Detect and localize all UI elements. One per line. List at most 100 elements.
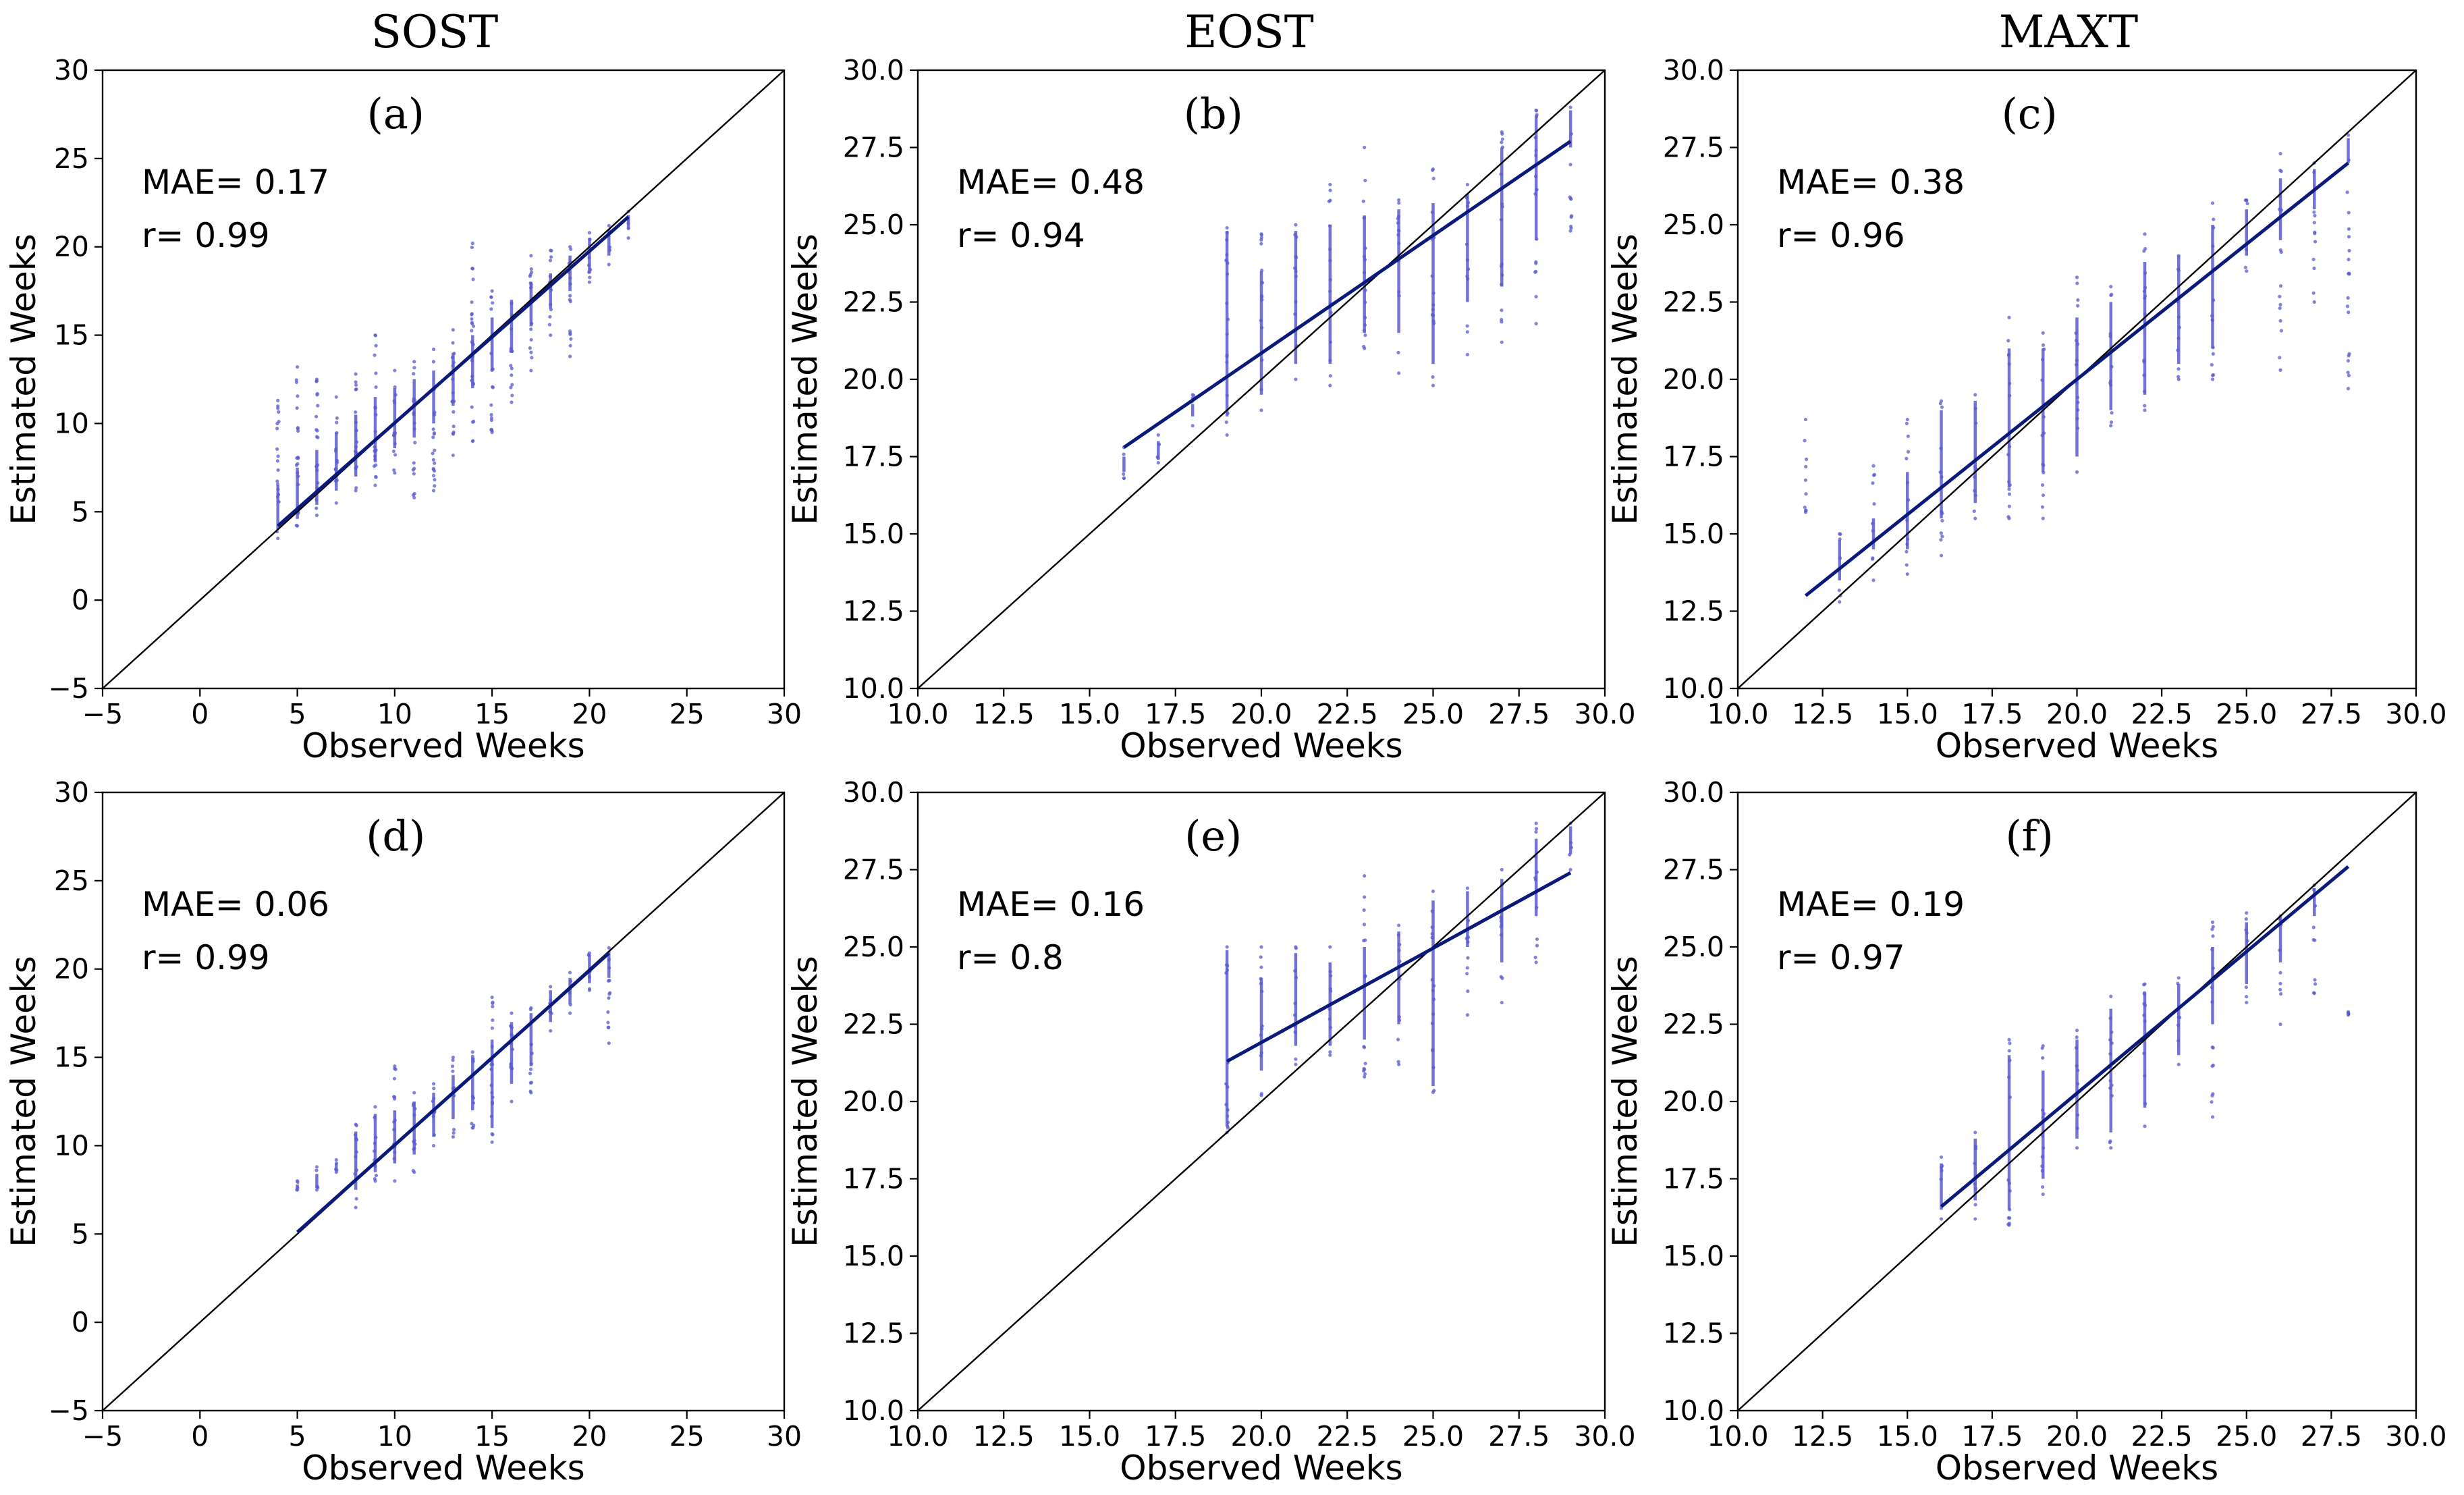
data-point: [1906, 450, 1911, 454]
y-tick-label: 5: [72, 495, 89, 528]
data-point: [470, 241, 474, 246]
data-point: [1363, 1067, 1367, 1072]
y-tick-label: 15.0: [843, 1240, 904, 1272]
data-point: [510, 400, 514, 404]
data-point: [431, 474, 436, 478]
y-tick-label: 27.5: [1663, 854, 1724, 886]
data-point: [2041, 1043, 2045, 1048]
data-point: [470, 1050, 474, 1054]
y-tick-label: 17.5: [843, 1163, 904, 1195]
data-point: [392, 1095, 396, 1099]
data-point: [1500, 340, 1504, 344]
data-point: [276, 536, 280, 541]
data-point: [1225, 945, 1229, 949]
data-point: [1500, 1000, 1504, 1005]
data-point: [276, 398, 280, 403]
data-point: [470, 420, 475, 424]
data-point: [2176, 367, 2181, 371]
data-point: [1838, 600, 1842, 604]
data-point: [314, 1165, 319, 1169]
data-point: [432, 469, 437, 473]
data-point: [393, 471, 397, 475]
data-point: [1569, 224, 1573, 229]
data-point: [1122, 476, 1126, 481]
data-point: [1328, 1050, 1332, 1054]
data-point: [510, 373, 514, 377]
data-point: [334, 1158, 338, 1162]
data-point: [412, 366, 416, 370]
x-axis-ticks: 10.0 12.5 15.0 17.5 20.0 22.5 25.0 27.5 30.0: [887, 1411, 1636, 1452]
data-point: [490, 1026, 495, 1030]
data-point: [1535, 944, 1539, 948]
data-point: [276, 454, 280, 458]
x-tick-label: 10.0: [887, 1420, 948, 1452]
data-point: [1535, 937, 1539, 942]
y-tick-label: 0: [72, 1306, 89, 1338]
x-axis-label: Observed Weeks: [1936, 1448, 2218, 1488]
data-point: [2278, 302, 2282, 307]
data-point: [277, 410, 281, 414]
column-title-eost: EOST: [1184, 6, 1314, 58]
data-point: [569, 337, 573, 341]
data-point: [1465, 1013, 1469, 1017]
data-point: [2176, 375, 2181, 379]
y-tick-label: 30.0: [843, 776, 904, 809]
data-point: [412, 472, 416, 476]
data-point: [431, 458, 435, 462]
data-point: [314, 506, 319, 510]
y-axis-label: Estimated Weeks: [4, 956, 43, 1247]
x-tick-label: 5: [289, 698, 306, 730]
data-point: [2312, 221, 2316, 225]
y-tick-label: 17.5: [1663, 441, 1724, 473]
data-point: [490, 995, 494, 1000]
data-point: [2075, 1146, 2079, 1150]
data-point: [2347, 211, 2351, 215]
scatter-series: [295, 946, 612, 1209]
y-tick-label: 10.0: [843, 672, 904, 705]
data-point: [431, 489, 436, 493]
data-point: [1259, 1093, 1263, 1097]
y-tick-label: 22.5: [1663, 286, 1724, 319]
data-point: [2278, 368, 2282, 372]
data-point: [606, 1010, 610, 1014]
panel-letter: (c): [2002, 89, 2058, 138]
data-point: [1973, 1203, 1977, 1207]
data-point: [1973, 393, 1977, 397]
data-point: [1328, 188, 1332, 192]
data-point: [1465, 886, 1469, 890]
data-point: [2211, 934, 2215, 938]
data-point: [433, 448, 437, 452]
data-point: [1533, 270, 1537, 274]
data-point: [1500, 308, 1504, 312]
data-point: [2244, 985, 2248, 989]
data-point: [411, 493, 416, 497]
y-axis-label: Estimated Weeks: [786, 234, 825, 525]
data-point: [373, 333, 377, 337]
data-point: [2347, 310, 2351, 315]
x-tick-label: 10: [377, 1420, 412, 1452]
data-point: [2278, 1022, 2282, 1027]
data-point: [2210, 920, 2215, 924]
data-point: [1396, 1060, 1400, 1064]
data-point: [1804, 457, 1809, 462]
x-tick-label: 15.0: [1059, 1420, 1120, 1452]
data-point: [1939, 538, 1943, 542]
data-point: [1500, 976, 1504, 980]
data-point: [431, 427, 435, 431]
data-point: [470, 1126, 474, 1130]
r-annotation: r= 0.97: [1777, 938, 1905, 977]
plot-frame: [101, 791, 786, 1412]
data-point: [470, 439, 474, 443]
data-point: [275, 421, 279, 426]
data-point: [296, 429, 300, 433]
data-point: [1397, 201, 1401, 205]
data-point: [2108, 1139, 2112, 1143]
x-tick-label: 10.0: [1707, 1420, 1768, 1452]
data-point: [2245, 269, 2249, 273]
data-point: [1568, 867, 1572, 872]
data-point: [1363, 178, 1367, 183]
data-point: [2347, 227, 2351, 231]
data-point: [1156, 461, 1160, 465]
data-point: [1906, 434, 1910, 438]
y-tick-label: 30.0: [843, 54, 904, 86]
